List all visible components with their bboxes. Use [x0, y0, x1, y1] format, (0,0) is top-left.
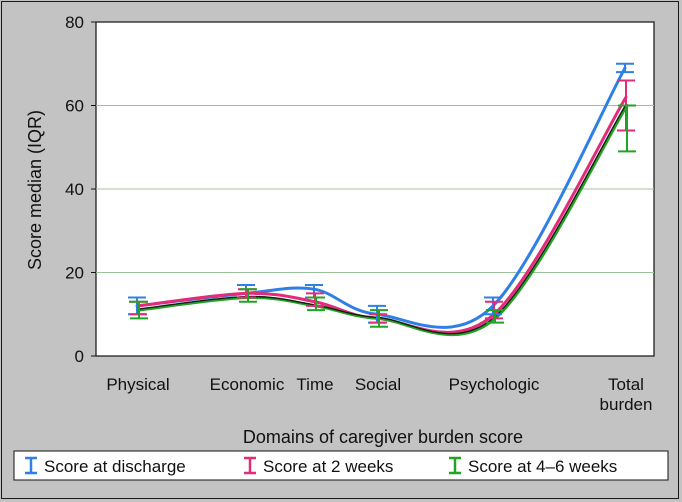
errorbar: [616, 62, 634, 74]
errorbar: [370, 309, 388, 328]
x-tick-label: Total burden: [600, 375, 653, 414]
gridlines-layer: [96, 105, 654, 273]
errorbars-layer: [128, 62, 636, 328]
x-tick-label: Social: [355, 375, 401, 394]
x-tick-label: Economic: [210, 375, 285, 394]
y-tick-label: 60: [65, 97, 84, 116]
y-tick-label: 80: [65, 13, 84, 32]
legend: Score at discharge Score at 2 weeks Score …: [25, 456, 617, 476]
y-axis-ticks: 0 20 40 60 80: [65, 13, 96, 366]
y-tick-label: 0: [75, 347, 84, 366]
x-tick-label: Time: [296, 375, 333, 394]
y-tick-label: 20: [65, 264, 84, 283]
legend-item: Score at 2 weeks: [244, 456, 393, 476]
errorbar: [486, 309, 504, 324]
errorbar: [307, 296, 325, 312]
legend-item: Score at 4–6 weeks: [449, 456, 617, 476]
x-axis-title: Domains of caregiver burden score: [243, 427, 523, 447]
legend-label: Score at discharge: [44, 457, 186, 476]
errorbar: [239, 288, 257, 303]
errorbar: [618, 104, 636, 153]
y-tick-label: 40: [65, 180, 84, 199]
x-axis-ticks: Physical Economic Time Social Psychologic Tot…: [106, 375, 652, 414]
errorbar: [130, 300, 148, 320]
legend-box: [13, 450, 669, 481]
y-axis-title: Score median (IQR): [25, 110, 45, 270]
legend-label: Score at 2 weeks: [263, 457, 393, 476]
legend-item: Score at discharge: [25, 456, 186, 476]
legend-label: Score at 4–6 weeks: [468, 457, 617, 476]
x-tick-label: Physical: [106, 375, 169, 394]
x-tick-label: Psychologic: [449, 375, 540, 394]
